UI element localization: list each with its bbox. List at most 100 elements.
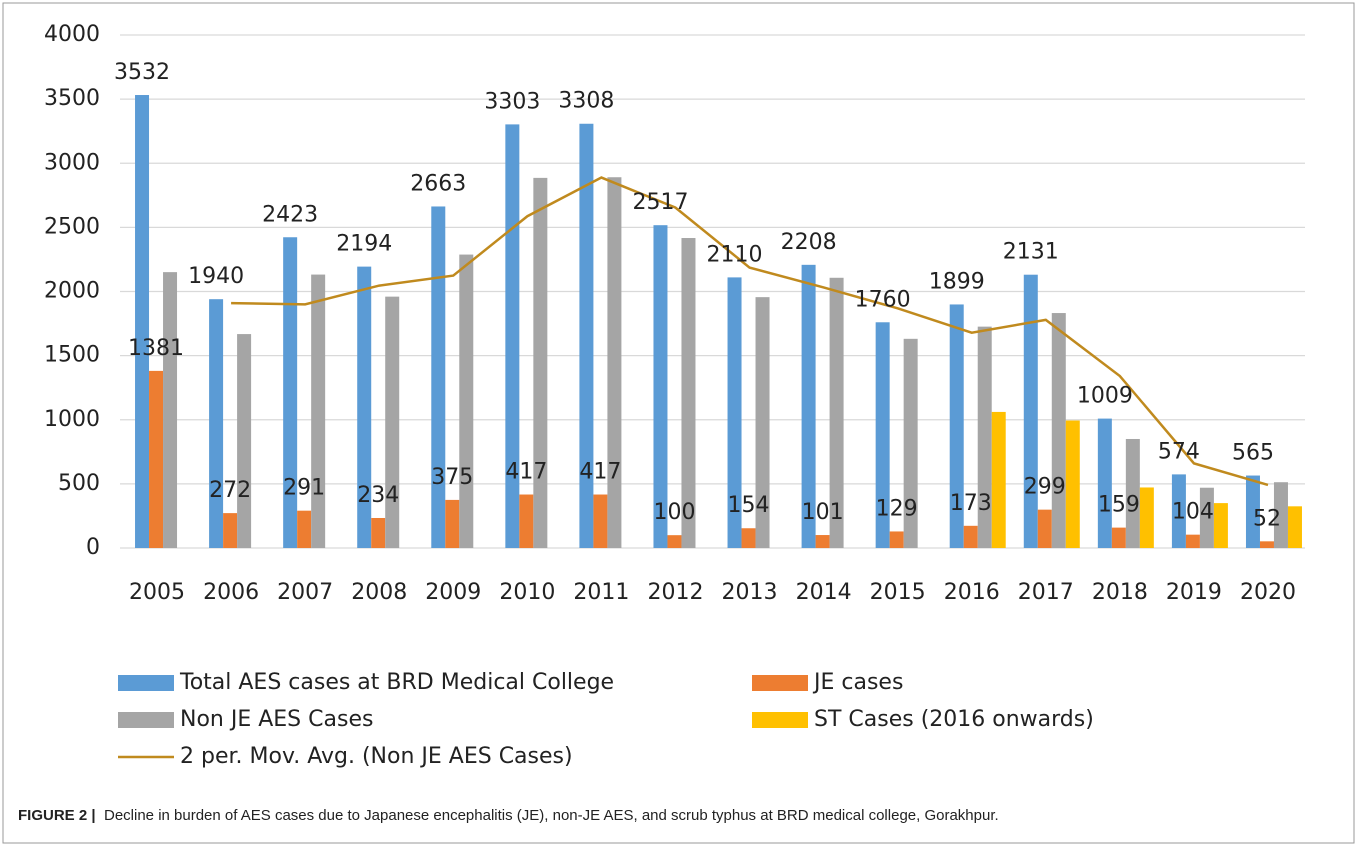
- data-label: 159: [1098, 493, 1140, 518]
- legend-swatch: [118, 675, 174, 691]
- data-label: 104: [1172, 500, 1214, 525]
- x-tick-label: 2010: [499, 580, 555, 605]
- bar: [1023, 274, 1038, 548]
- data-label: 2194: [336, 232, 392, 257]
- legend-swatch: [118, 712, 174, 728]
- y-tick-label: 500: [58, 471, 100, 496]
- caption-label: FIGURE 2 |: [18, 807, 96, 824]
- bar: [1245, 475, 1260, 548]
- x-tick-label: 2017: [1018, 580, 1074, 605]
- bar: [741, 528, 756, 548]
- x-tick-label: 2008: [351, 580, 407, 605]
- y-tick-label: 3500: [44, 86, 100, 111]
- legend-label: Total AES cases at BRD Medical College: [179, 670, 614, 695]
- bar: [949, 304, 964, 548]
- data-label: 2208: [781, 230, 837, 255]
- x-tick-label: 2005: [129, 580, 185, 605]
- data-label: 1899: [929, 269, 985, 294]
- bar: [163, 272, 178, 548]
- data-label: 234: [357, 483, 399, 508]
- bar: [1185, 534, 1200, 548]
- bar: [593, 494, 608, 548]
- data-label: 3532: [114, 60, 170, 85]
- bar: [875, 322, 890, 548]
- bar: [1213, 503, 1228, 548]
- x-tick-label: 2016: [944, 580, 1000, 605]
- legend-label: ST Cases (2016 onwards): [814, 707, 1094, 732]
- data-label: 1940: [188, 264, 244, 289]
- data-label: 272: [209, 478, 251, 503]
- x-tick-label: 2014: [796, 580, 852, 605]
- legend-swatch: [752, 712, 808, 728]
- bar: [991, 411, 1006, 548]
- bar: [135, 95, 150, 549]
- y-tick-label: 2500: [44, 214, 100, 239]
- data-label: 1381: [128, 336, 184, 361]
- bar: [1259, 541, 1274, 548]
- legend-label: JE cases: [812, 670, 903, 695]
- data-label: 417: [505, 460, 547, 485]
- bar: [755, 297, 770, 548]
- bar: [801, 264, 816, 548]
- data-label: 1009: [1077, 384, 1133, 409]
- y-tick-label: 4000: [44, 22, 100, 47]
- bar: [1051, 313, 1066, 548]
- bar: [533, 177, 548, 549]
- bar: [223, 513, 238, 548]
- x-tick-label: 2018: [1092, 580, 1148, 605]
- bar: [149, 370, 164, 548]
- y-tick-label: 3000: [44, 150, 100, 175]
- data-label: 2131: [1003, 240, 1059, 265]
- legend-label: Non JE AES Cases: [180, 707, 373, 732]
- bar: [829, 277, 844, 548]
- bar: [371, 517, 386, 548]
- data-label: 2517: [632, 190, 688, 215]
- bar: [1287, 506, 1302, 548]
- bar: [977, 326, 992, 548]
- x-tick-label: 2015: [870, 580, 926, 605]
- legend-label: 2 per. Mov. Avg. (Non JE AES Cases): [180, 744, 573, 769]
- x-tick-label: 2007: [277, 580, 333, 605]
- bar: [1037, 509, 1052, 548]
- bar: [519, 494, 534, 548]
- bar: [445, 499, 460, 548]
- moving-average-line: [231, 176, 1269, 487]
- bar: [1111, 527, 1126, 548]
- data-label: 3308: [558, 89, 614, 114]
- bar: [283, 237, 298, 548]
- y-tick-label: 1500: [44, 343, 100, 368]
- bar: [889, 531, 904, 548]
- bar: [815, 535, 830, 548]
- y-tick-label: 0: [86, 535, 100, 560]
- data-label: 3303: [484, 89, 540, 114]
- x-tick-label: 2019: [1166, 580, 1222, 605]
- data-label: 129: [876, 496, 918, 521]
- bar: [311, 274, 326, 548]
- bar: [681, 238, 696, 548]
- bar: [1139, 487, 1154, 548]
- bar: [209, 299, 224, 548]
- data-label: 101: [802, 500, 844, 525]
- bar: [1199, 487, 1214, 548]
- bar: [727, 277, 742, 548]
- bar: [1097, 418, 1112, 548]
- caption-text: Decline in burden of AES cases due to Ja…: [104, 807, 999, 824]
- bar: [357, 266, 372, 548]
- data-label: 173: [950, 491, 992, 516]
- bar: [237, 334, 252, 548]
- bar: [385, 296, 400, 548]
- data-label: 2663: [410, 171, 466, 196]
- bar: [903, 338, 918, 548]
- x-tick-label: 2011: [573, 580, 629, 605]
- bar: [667, 535, 682, 548]
- data-label: 52: [1253, 506, 1281, 531]
- legend-swatch: [752, 675, 808, 691]
- bar: [1125, 438, 1140, 548]
- y-tick-label: 1000: [44, 407, 100, 432]
- data-label: 100: [653, 500, 695, 525]
- x-tick-label: 2013: [722, 580, 778, 605]
- data-label: 574: [1158, 439, 1200, 464]
- bar: [1273, 482, 1288, 548]
